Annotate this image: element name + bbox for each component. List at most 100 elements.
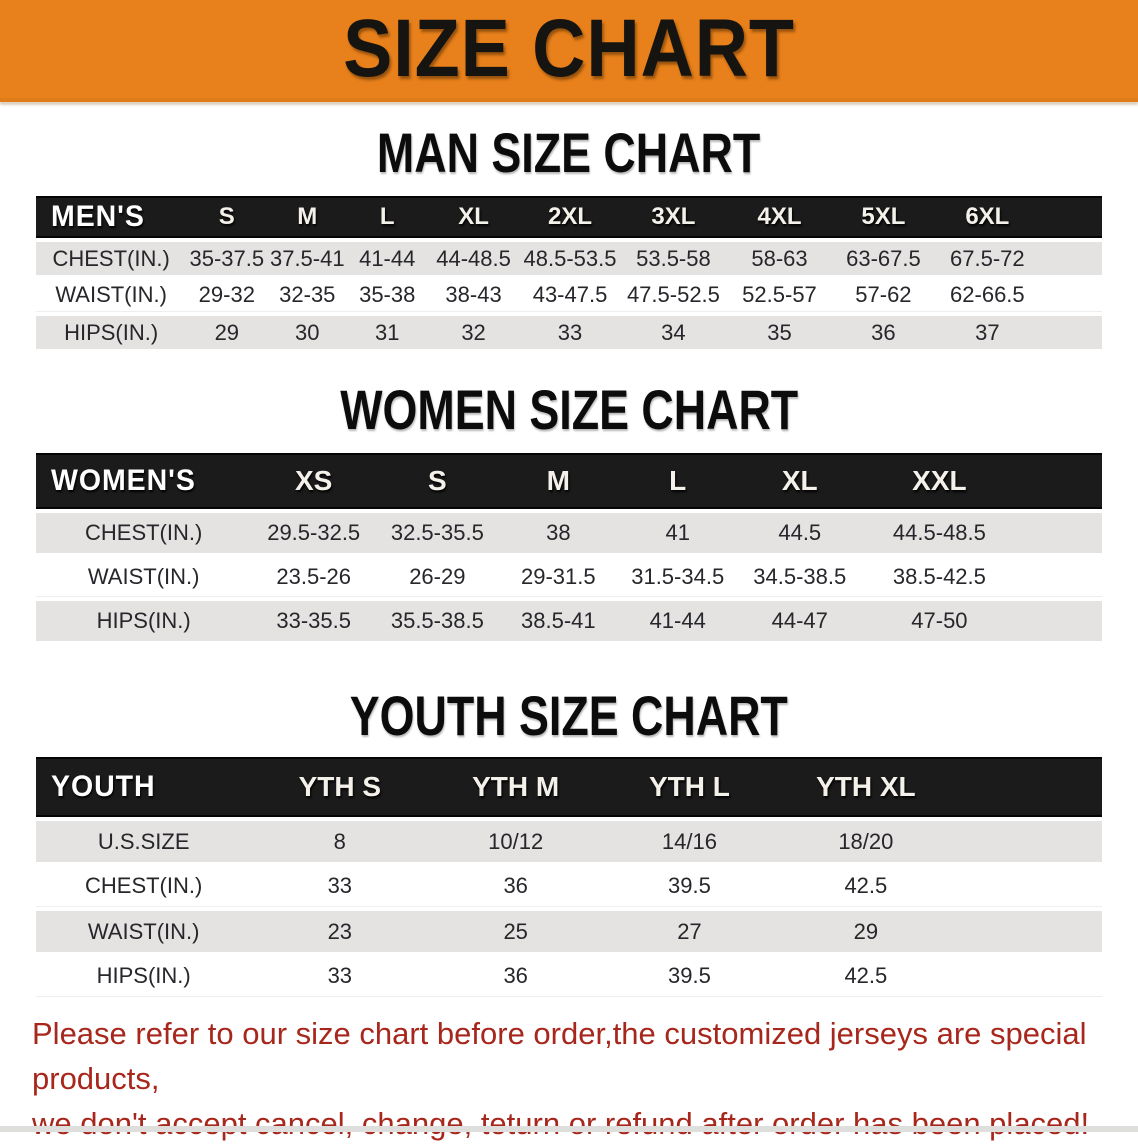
size-column-header: YTH S bbox=[251, 757, 429, 817]
size-column-header: YTH XL bbox=[775, 757, 956, 817]
measurement-value: 36 bbox=[832, 316, 935, 349]
measurement-value: 29 bbox=[186, 316, 268, 349]
measurement-label: CHEST(IN.) bbox=[36, 513, 252, 553]
measurement-value: 29-32 bbox=[186, 279, 268, 312]
measurement-value: 32 bbox=[427, 316, 520, 349]
row-filler-cell bbox=[1040, 242, 1102, 275]
row-filler-cell bbox=[1040, 279, 1102, 312]
measurement-value: 34 bbox=[620, 316, 727, 349]
header-filler-cell bbox=[955, 757, 1102, 817]
measurement-value: 52.5-57 bbox=[726, 279, 833, 312]
measurement-value: 23.5-26 bbox=[251, 557, 377, 597]
measurement-value: 43-47.5 bbox=[519, 279, 621, 312]
measurement-value: 27 bbox=[603, 911, 776, 952]
measurement-value: 36 bbox=[428, 866, 604, 907]
measurement-value: 32-35 bbox=[267, 279, 348, 312]
measurement-row: WAIST(IN.) 23 25 27 29 bbox=[36, 911, 1102, 952]
measurement-label: WAIST(IN.) bbox=[36, 557, 252, 597]
measurement-value: 32.5-35.5 bbox=[376, 513, 499, 553]
row-filler-cell bbox=[1016, 513, 1102, 553]
youth-table-wrap: YOUTH YTH S YTH M YTH L YTH XL U.S.SIZE 8 10/12… bbox=[36, 753, 1102, 1001]
measurement-value: 39.5 bbox=[603, 866, 776, 907]
youth-heading-wrap: YOUTH SIZE CHART bbox=[0, 687, 1138, 745]
measurement-value: 23 bbox=[251, 911, 429, 952]
measurement-value: 29 bbox=[775, 911, 956, 952]
size-column-header: XL bbox=[427, 196, 520, 238]
measurement-value: 42.5 bbox=[775, 866, 956, 907]
row-filler-cell bbox=[1016, 557, 1102, 597]
measurement-value: 38.5-42.5 bbox=[862, 557, 1017, 597]
table-title-cell-text: MEN'S bbox=[51, 200, 145, 233]
women-heading-wrap: WOMEN SIZE CHART bbox=[0, 381, 1138, 439]
measurement-value: 63-67.5 bbox=[832, 242, 935, 275]
measurement-value: 29.5-32.5 bbox=[251, 513, 377, 553]
size-header-row: YOUTH YTH S YTH M YTH L YTH XL bbox=[36, 757, 1102, 817]
women-size-table: WOMEN'S XS S M L XL XXL CHEST(IN.) 29.5-32.5 32.5… bbox=[36, 449, 1102, 645]
table-title-cell: WOMEN'S bbox=[36, 453, 252, 509]
measurement-value: 41 bbox=[618, 513, 738, 553]
header-filler-cell bbox=[1040, 196, 1102, 238]
measurement-row: CHEST(IN.) 33 36 39.5 42.5 bbox=[36, 866, 1102, 907]
row-filler-cell bbox=[955, 911, 1102, 952]
measurement-value: 47.5-52.5 bbox=[620, 279, 727, 312]
measurement-row: HIPS(IN.) 33-35.5 35.5-38.5 38.5-41 41-44 44-… bbox=[36, 601, 1102, 641]
measurement-value: 38.5-41 bbox=[498, 601, 619, 641]
banner-title: SIZE CHART bbox=[343, 3, 795, 94]
measurement-row: HIPS(IN.) 29 30 31 32 33 34 35 36 37 bbox=[36, 316, 1102, 349]
measurement-label: U.S.SIZE bbox=[36, 821, 252, 862]
measurement-value: 41-44 bbox=[347, 242, 428, 275]
measurement-value: 41-44 bbox=[618, 601, 738, 641]
measurement-label: WAIST(IN.) bbox=[36, 911, 252, 952]
measurement-value: 35.5-38.5 bbox=[376, 601, 499, 641]
measurement-value: 10/12 bbox=[428, 821, 604, 862]
women-section-heading: WOMEN SIZE CHART bbox=[340, 378, 798, 441]
measurement-row: U.S.SIZE 8 10/12 14/16 18/20 bbox=[36, 821, 1102, 862]
measurement-label: HIPS(IN.) bbox=[36, 316, 187, 349]
measurement-value: 34.5-38.5 bbox=[737, 557, 863, 597]
measurement-label: CHEST(IN.) bbox=[36, 242, 187, 275]
bottom-edge-strip bbox=[0, 1126, 1138, 1132]
measurement-value: 37.5-41 bbox=[267, 242, 348, 275]
measurement-value: 44-47 bbox=[737, 601, 863, 641]
size-column-header: 5XL bbox=[832, 196, 935, 238]
men-size-table: MEN'S S M L XL 2XL 3XL 4XL 5XL 6XL CHEST(IN.) 35-37… bbox=[36, 192, 1102, 353]
measurement-value: 39.5 bbox=[603, 956, 776, 997]
table-title-cell: MEN'S bbox=[36, 196, 187, 238]
women-table-wrap: WOMEN'S XS S M L XL XXL CHEST(IN.) 29.5-32.5 32.5… bbox=[36, 449, 1102, 645]
measurement-row: CHEST(IN.) 35-37.5 37.5-41 41-44 44-48.5 48.5… bbox=[36, 242, 1102, 275]
measurement-value: 33-35.5 bbox=[251, 601, 377, 641]
men-section: MAN SIZE CHART MEN'S S M L XL 2XL 3XL 4XL 5XL 6XL… bbox=[0, 124, 1138, 353]
size-column-header: S bbox=[186, 196, 268, 238]
measurement-row: HIPS(IN.) 33 36 39.5 42.5 bbox=[36, 956, 1102, 997]
size-column-header: M bbox=[498, 453, 619, 509]
measurement-value: 44-48.5 bbox=[427, 242, 520, 275]
size-column-header: L bbox=[618, 453, 738, 509]
size-column-header: YTH L bbox=[603, 757, 776, 817]
measurement-label: CHEST(IN.) bbox=[36, 866, 252, 907]
measurement-value: 14/16 bbox=[603, 821, 776, 862]
measurement-value: 31 bbox=[347, 316, 428, 349]
size-column-header: 4XL bbox=[726, 196, 833, 238]
size-column-header: 6XL bbox=[934, 196, 1041, 238]
measurement-value: 44.5 bbox=[737, 513, 863, 553]
row-filler-cell bbox=[1040, 316, 1102, 349]
measurement-value: 30 bbox=[267, 316, 348, 349]
youth-size-table: YOUTH YTH S YTH M YTH L YTH XL U.S.SIZE 8 10/12… bbox=[36, 753, 1102, 1001]
youth-section-heading: YOUTH SIZE CHART bbox=[349, 684, 789, 747]
men-table-wrap: MEN'S S M L XL 2XL 3XL 4XL 5XL 6XL CHEST(IN.) 35-37… bbox=[36, 192, 1102, 353]
measurement-value: 31.5-34.5 bbox=[618, 557, 738, 597]
size-column-header: 2XL bbox=[519, 196, 621, 238]
size-column-header: M bbox=[267, 196, 348, 238]
measurement-value: 48.5-53.5 bbox=[519, 242, 621, 275]
size-column-header: 3XL bbox=[620, 196, 727, 238]
row-filler-cell bbox=[955, 821, 1102, 862]
measurement-value: 18/20 bbox=[775, 821, 956, 862]
size-header-row: WOMEN'S XS S M L XL XXL bbox=[36, 453, 1102, 509]
measurement-value: 62-66.5 bbox=[934, 279, 1041, 312]
size-column-header: L bbox=[347, 196, 428, 238]
measurement-value: 33 bbox=[519, 316, 621, 349]
measurement-label: HIPS(IN.) bbox=[36, 956, 252, 997]
measurement-value: 42.5 bbox=[775, 956, 956, 997]
size-column-header: XXL bbox=[862, 453, 1017, 509]
